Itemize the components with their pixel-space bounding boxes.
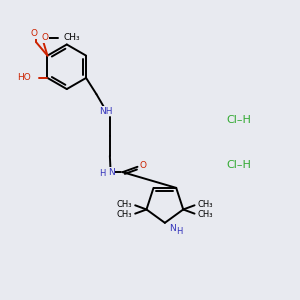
Text: Cl–H: Cl–H [227,160,252,170]
Text: H: H [176,226,183,236]
Text: CH₃: CH₃ [117,210,132,219]
Text: CH₃: CH₃ [64,33,80,42]
Text: NH: NH [99,107,113,116]
Text: O: O [31,29,38,38]
Text: N: N [108,168,115,177]
Text: CH₃: CH₃ [117,200,132,208]
Text: CH₃: CH₃ [197,200,213,208]
Text: Cl–H: Cl–H [227,115,252,125]
Text: HO: HO [17,74,31,82]
Text: O: O [41,33,48,42]
Text: N: N [169,224,176,233]
Text: H: H [99,169,105,178]
Text: O: O [140,161,146,170]
Text: CH₃: CH₃ [197,210,213,219]
